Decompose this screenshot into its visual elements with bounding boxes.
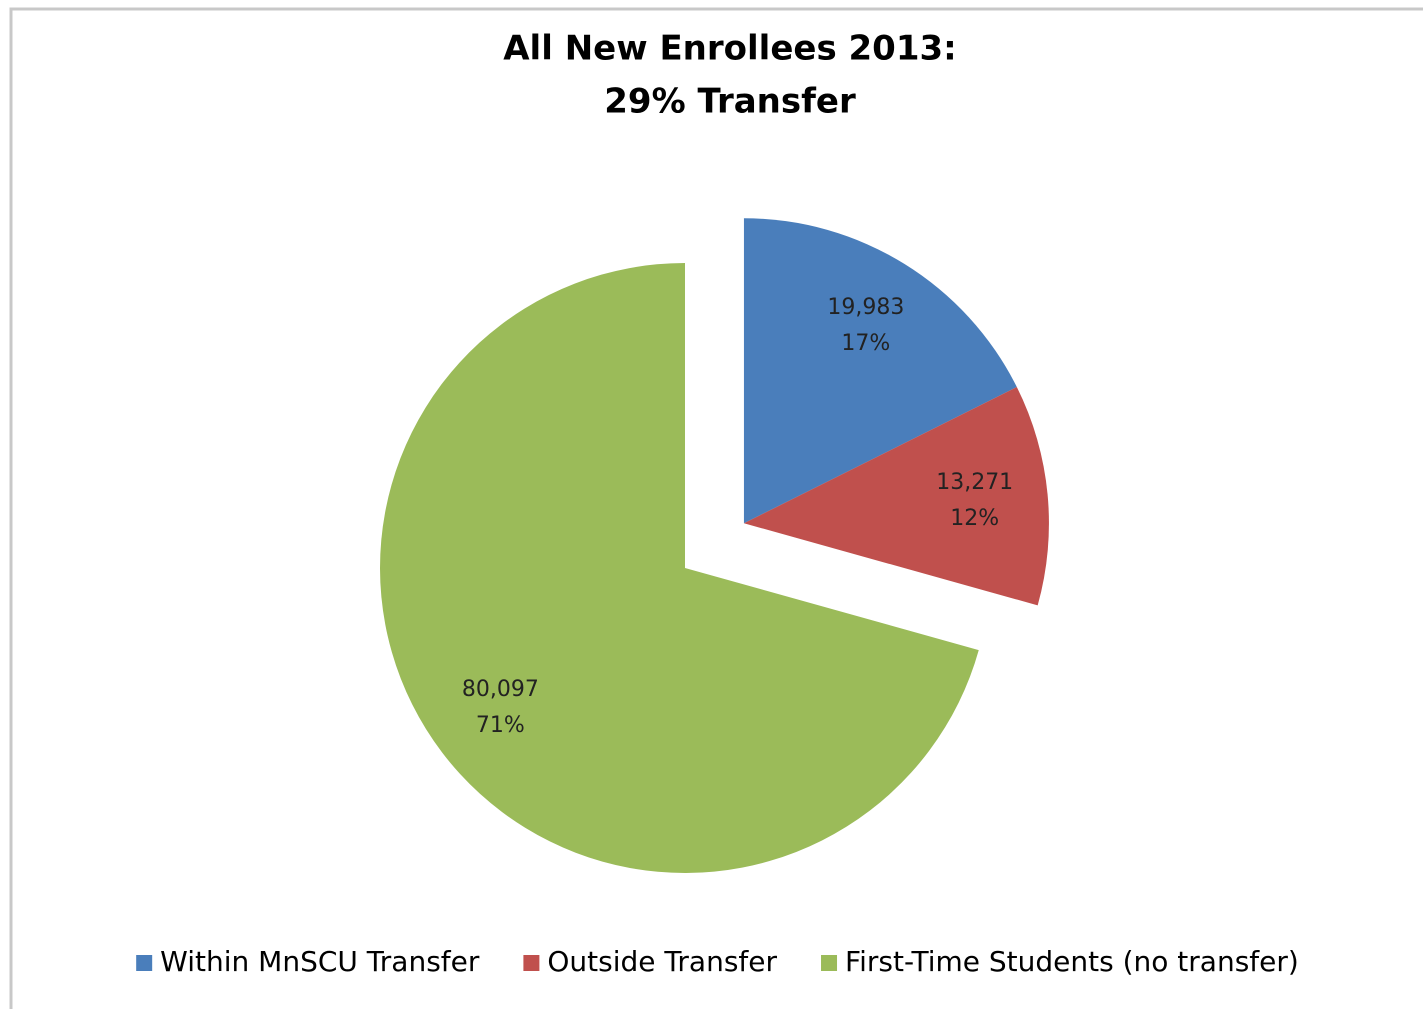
data-label: 71% — [476, 713, 525, 738]
chart-title: 29% Transfer — [604, 82, 856, 122]
legend-label: Within MnSCU Transfer — [160, 945, 480, 978]
data-label: 13,271 — [936, 470, 1013, 495]
data-label: 19,983 — [827, 295, 904, 320]
legend-label: Outside Transfer — [547, 945, 777, 978]
data-label: 17% — [841, 331, 890, 356]
pie-slice — [743, 218, 1017, 524]
legend-swatch — [821, 955, 838, 971]
pie-slice — [743, 387, 1049, 606]
chart-title: All New Enrollees 2013: — [503, 29, 957, 69]
data-label: 80,097 — [462, 677, 539, 702]
legend-label: First-Time Students (no transfer) — [845, 945, 1299, 978]
data-label: 12% — [950, 506, 999, 531]
legend-swatch — [136, 955, 153, 971]
pie-slice — [380, 263, 979, 874]
legend-swatch — [523, 955, 540, 971]
